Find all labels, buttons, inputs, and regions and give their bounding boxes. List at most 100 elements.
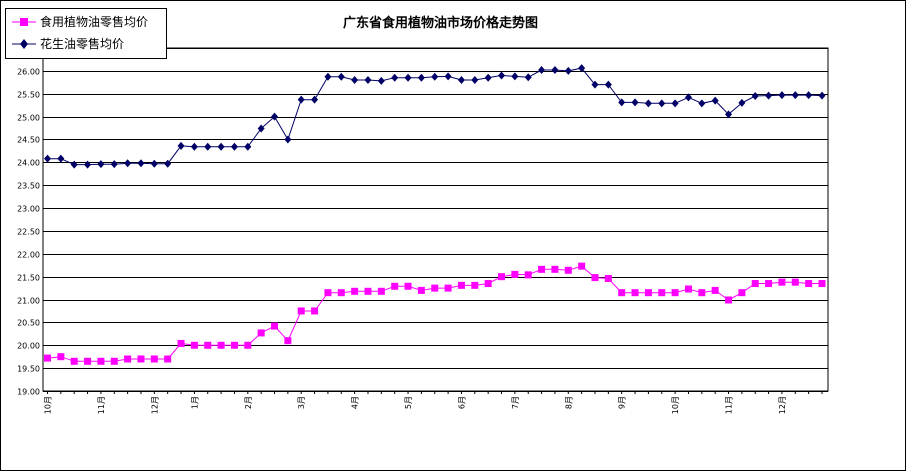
data-point-veg bbox=[284, 337, 292, 345]
data-point-peanut bbox=[551, 65, 559, 74]
data-point-veg bbox=[391, 282, 399, 290]
data-point-peanut bbox=[404, 73, 412, 82]
y-tick-label: 20.50 bbox=[17, 319, 40, 328]
y-tick-label: 23.00 bbox=[17, 205, 40, 214]
y-tick-label: 21.50 bbox=[17, 274, 40, 283]
data-point-veg bbox=[137, 355, 145, 363]
data-point-veg bbox=[725, 296, 733, 304]
data-point-veg bbox=[271, 322, 279, 330]
data-point-veg bbox=[164, 355, 172, 363]
data-point-peanut bbox=[765, 91, 773, 100]
data-point-veg bbox=[671, 289, 679, 297]
data-point-peanut bbox=[751, 92, 759, 101]
data-point-veg bbox=[110, 357, 118, 365]
data-point-peanut bbox=[110, 160, 118, 169]
x-tick-label: 12月 bbox=[778, 396, 787, 414]
data-point-veg bbox=[564, 266, 572, 274]
data-point-veg bbox=[524, 271, 532, 279]
data-point-veg bbox=[658, 289, 666, 297]
data-point-veg bbox=[337, 289, 345, 297]
x-tick-label: 7月 bbox=[511, 396, 520, 409]
data-point-peanut bbox=[284, 135, 292, 144]
data-point-peanut bbox=[377, 76, 385, 85]
data-point-veg bbox=[364, 287, 372, 295]
data-point-peanut bbox=[337, 72, 345, 81]
data-point-peanut bbox=[698, 99, 706, 108]
data-point-peanut bbox=[591, 80, 599, 89]
data-point-peanut bbox=[364, 76, 372, 85]
data-point-veg bbox=[791, 278, 799, 286]
x-tick-label: 12月 bbox=[150, 396, 159, 414]
data-point-peanut bbox=[150, 159, 158, 168]
data-point-peanut bbox=[230, 142, 238, 151]
x-tick-label: 10月 bbox=[671, 396, 680, 414]
data-point-peanut bbox=[444, 72, 452, 81]
data-point-veg bbox=[631, 289, 639, 297]
data-point-veg bbox=[805, 280, 813, 288]
y-tick-label: 21.00 bbox=[17, 297, 40, 306]
data-point-veg bbox=[177, 339, 185, 347]
data-point-peanut bbox=[84, 160, 92, 169]
data-point-peanut bbox=[457, 76, 465, 85]
data-point-veg bbox=[217, 341, 225, 349]
data-point-peanut bbox=[498, 71, 506, 80]
x-tick-label: 8月 bbox=[564, 396, 573, 409]
legend-label-veg: 食用植物油零售均价 bbox=[40, 15, 149, 29]
data-point-peanut bbox=[778, 91, 786, 100]
legend: 食用植物油零售均价 花生油零售均价 bbox=[5, 8, 167, 59]
legend-swatch-peanut bbox=[12, 39, 36, 49]
data-point-peanut bbox=[604, 80, 612, 89]
data-point-peanut bbox=[257, 124, 265, 133]
data-point-veg bbox=[404, 282, 412, 290]
data-point-peanut bbox=[564, 66, 572, 75]
data-point-peanut bbox=[711, 96, 719, 105]
data-point-peanut bbox=[190, 142, 198, 151]
data-point-veg bbox=[751, 280, 759, 288]
data-point-veg bbox=[204, 341, 212, 349]
data-point-peanut bbox=[671, 99, 679, 108]
data-point-veg bbox=[351, 287, 359, 295]
data-point-veg bbox=[698, 289, 706, 297]
data-point-veg bbox=[124, 355, 132, 363]
data-point-peanut bbox=[511, 72, 519, 81]
data-point-veg bbox=[818, 280, 826, 288]
data-point-peanut bbox=[70, 160, 78, 169]
data-point-veg bbox=[44, 354, 51, 362]
data-point-peanut bbox=[684, 93, 692, 102]
x-tick-label: 5月 bbox=[404, 396, 413, 409]
y-tick-label: 22.50 bbox=[17, 228, 40, 237]
data-point-peanut bbox=[471, 76, 479, 85]
y-tick-label: 26.00 bbox=[17, 68, 40, 77]
x-tick-label: 3月 bbox=[297, 396, 306, 409]
data-point-peanut bbox=[791, 91, 799, 100]
data-point-peanut bbox=[324, 72, 332, 81]
chart-title: 广东省食用植物油市场价格走势图 bbox=[343, 16, 539, 31]
x-tick-label: 6月 bbox=[457, 396, 466, 409]
data-point-peanut bbox=[417, 73, 425, 82]
data-point-veg bbox=[538, 265, 546, 273]
data-point-peanut bbox=[137, 159, 145, 168]
y-tick-label: 23.50 bbox=[17, 182, 40, 191]
data-point-veg bbox=[70, 357, 78, 365]
y-tick-label: 24.50 bbox=[17, 136, 40, 145]
legend-label-peanut: 花生油零售均价 bbox=[40, 37, 125, 51]
data-point-veg bbox=[684, 285, 692, 293]
data-point-veg bbox=[417, 286, 425, 294]
y-tick-label: 24.00 bbox=[17, 159, 40, 168]
data-point-peanut bbox=[97, 160, 105, 169]
data-point-peanut bbox=[177, 141, 185, 150]
data-point-veg bbox=[765, 280, 773, 288]
data-point-veg bbox=[618, 289, 626, 297]
data-point-veg bbox=[311, 307, 319, 315]
data-point-peanut bbox=[164, 159, 172, 168]
x-tick-label: 11月 bbox=[97, 396, 106, 414]
data-point-veg bbox=[551, 265, 559, 273]
data-point-veg bbox=[244, 341, 252, 349]
data-point-peanut bbox=[57, 154, 65, 163]
data-point-peanut bbox=[271, 112, 279, 121]
data-point-veg bbox=[498, 273, 506, 281]
data-point-veg bbox=[778, 278, 786, 286]
data-point-veg bbox=[84, 357, 92, 365]
y-tick-labels: 19.00 19.50 20.00 20.50 21.00 21.50 22.00 22.50… bbox=[17, 45, 40, 397]
